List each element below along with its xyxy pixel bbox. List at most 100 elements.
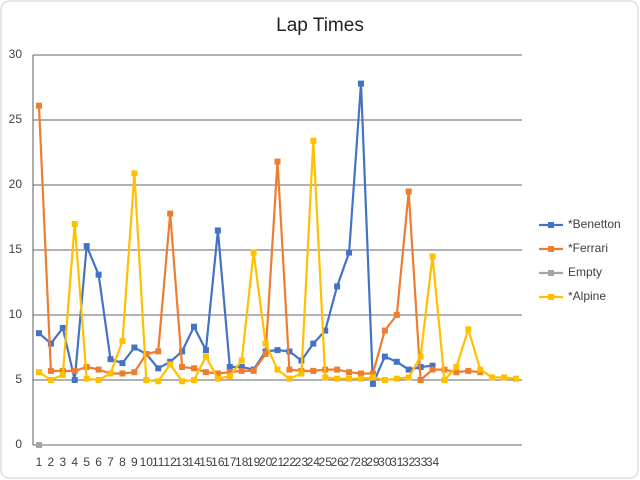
data-point	[262, 351, 269, 357]
y-tick-label: 30	[9, 47, 23, 61]
y-tick-label: 15	[9, 242, 23, 256]
x-tick-label: 18	[235, 455, 249, 469]
data-point	[441, 377, 448, 383]
data-point	[83, 375, 90, 382]
legend-marker	[548, 270, 554, 276]
data-point	[357, 375, 364, 382]
data-point	[214, 370, 221, 377]
legend-marker	[548, 222, 554, 228]
data-point	[262, 340, 269, 347]
data-point	[274, 366, 281, 373]
x-tick-label: 7	[107, 455, 114, 469]
y-tick-label: 0	[15, 437, 22, 451]
data-point	[155, 378, 162, 385]
data-point	[226, 373, 233, 380]
data-point	[334, 375, 341, 382]
data-point	[322, 374, 329, 381]
legend-label: *Benetton	[568, 217, 621, 231]
data-point	[310, 367, 317, 374]
data-point	[119, 370, 126, 377]
data-point	[202, 347, 209, 354]
data-point	[250, 249, 257, 256]
x-tick-label: 19	[247, 455, 261, 469]
legend-label: Empty	[568, 265, 602, 279]
x-tick-label: 23	[295, 455, 309, 469]
data-point	[346, 375, 353, 382]
data-point	[179, 364, 186, 370]
data-point	[489, 374, 496, 381]
data-point	[95, 271, 102, 278]
x-tick-label: 4	[71, 455, 78, 469]
data-point	[71, 367, 78, 374]
data-point	[477, 366, 484, 373]
data-point	[202, 353, 209, 360]
data-point	[238, 367, 245, 374]
legend-label: *Alpine	[568, 289, 606, 303]
x-tick-label: 11	[152, 455, 165, 469]
data-point	[179, 378, 186, 385]
data-point	[155, 348, 162, 355]
data-point	[95, 366, 102, 373]
data-point	[501, 374, 508, 381]
data-point	[357, 80, 364, 87]
data-point	[226, 369, 233, 376]
data-point	[334, 366, 341, 373]
x-tick-label: 8	[119, 455, 126, 469]
data-point	[47, 340, 54, 347]
data-point	[59, 325, 66, 331]
data-point	[357, 370, 364, 377]
data-point	[35, 102, 42, 109]
data-point	[393, 358, 400, 365]
data-point	[393, 375, 400, 382]
data-point	[107, 370, 114, 377]
data-point	[59, 371, 66, 378]
data-point	[298, 370, 305, 377]
data-point	[131, 170, 138, 177]
data-point	[143, 351, 150, 357]
x-tick-label: 1	[36, 455, 43, 469]
x-tick-label: 30	[378, 455, 392, 469]
data-point	[131, 344, 138, 351]
x-tick-label: 31	[390, 455, 404, 469]
x-tick-label: 22	[283, 455, 297, 469]
data-point	[274, 347, 281, 354]
data-point	[393, 312, 400, 318]
x-tick-label: 21	[271, 455, 285, 469]
data-point	[179, 348, 186, 355]
data-point	[71, 377, 78, 383]
data-point	[250, 367, 257, 374]
data-point	[226, 364, 233, 370]
data-point	[214, 375, 221, 382]
y-tick-label: 10	[9, 307, 23, 321]
data-point	[405, 366, 412, 373]
data-point	[346, 249, 353, 256]
data-point	[47, 367, 54, 374]
x-tick-label: 29	[366, 455, 380, 469]
x-tick-label: 26	[330, 455, 344, 469]
x-tick-label: 14	[187, 455, 201, 469]
data-point	[513, 375, 520, 382]
data-point	[286, 375, 293, 382]
data-point	[429, 253, 436, 260]
data-point	[167, 210, 174, 217]
data-point	[35, 442, 42, 448]
x-tick-label: 24	[307, 455, 321, 469]
data-point	[35, 330, 42, 337]
data-point	[453, 364, 460, 370]
legend-marker	[548, 246, 554, 252]
data-point	[369, 380, 376, 387]
data-point	[119, 338, 126, 344]
data-point	[429, 362, 436, 369]
x-tick-label: 27	[342, 455, 356, 469]
data-point	[334, 283, 341, 290]
data-point	[369, 370, 376, 377]
x-tick-label: 10	[140, 455, 154, 469]
data-point	[83, 243, 90, 250]
data-point	[238, 357, 245, 364]
data-point	[405, 374, 412, 381]
legend-marker	[548, 294, 554, 300]
x-tick-label: 25	[319, 455, 333, 469]
x-tick-label: 2	[48, 455, 55, 469]
